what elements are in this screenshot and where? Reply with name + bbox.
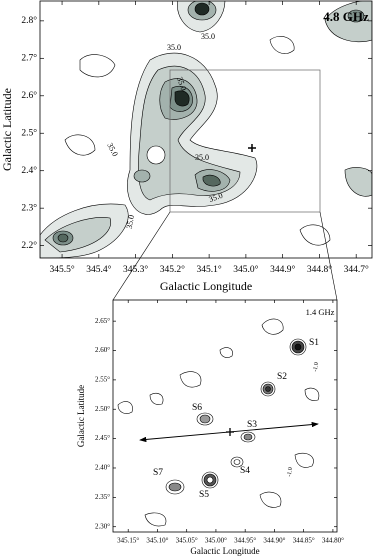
x-tick-label: 345.5° [49, 264, 74, 275]
y-tick-label: 2.3° [21, 202, 37, 213]
y-tick-label: 2.40° [95, 464, 110, 472]
y-tick-label: 2.8° [21, 15, 37, 26]
x-tick-label: 345.00° [205, 537, 227, 545]
y-tick-label: 2.55° [95, 375, 110, 383]
x-tick-label: 345.4° [86, 264, 111, 275]
y-tick-label: 2.5° [21, 127, 37, 138]
zoom-line [112, 211, 171, 301]
annotation: 1.4 GHz [306, 307, 335, 317]
annotation: 35.0 [195, 153, 209, 162]
annotation: 4.8 GHz [323, 9, 369, 24]
x-tick-label: 345.15° [117, 537, 139, 545]
y-tick-label: 2.6° [21, 90, 37, 101]
contours-top [40, 1, 372, 258]
contours-bottom [117, 318, 320, 527]
annotation: S7 [153, 468, 163, 478]
annotation: S5 [199, 490, 209, 500]
y-axis-title: Galactic Latitude [76, 385, 86, 447]
y-tick-label: 2.30° [95, 522, 110, 530]
annotation: S1 [309, 338, 319, 348]
y-tick-label: 2.4° [21, 165, 37, 176]
zoom-box [169, 69, 321, 213]
annotation: 35.0 [105, 141, 120, 158]
annotation: S3 [247, 420, 257, 430]
annotation: S6 [192, 403, 202, 413]
x-tick-label: 344.8° [307, 264, 332, 275]
x-axis-title: Galactic Longitude [190, 546, 259, 556]
annotation: -1.0 [313, 362, 321, 372]
x-tick-label: 345.10° [146, 537, 168, 545]
x-tick-label: 344.9° [270, 264, 295, 275]
annotation: S2 [277, 372, 287, 382]
y-tick-label: 2.35° [95, 493, 110, 501]
annotation: -1.0 [287, 467, 295, 477]
annotation: S4 [240, 466, 250, 476]
x-tick-label: 344.90° [263, 537, 285, 545]
y-tick-label: 2.60° [95, 346, 110, 354]
center-cross [248, 144, 256, 152]
x-axis-title: Galactic Longitude [160, 279, 252, 293]
y-axis-title: Galactic Latitude [0, 88, 14, 171]
x-tick-label: 344.85° [293, 537, 315, 545]
y-tick-label: 2.7° [21, 53, 37, 64]
x-tick-label: 345.1° [197, 264, 222, 275]
center-cross [226, 428, 234, 436]
x-tick-label: 345.3° [123, 264, 148, 275]
annotation: 35.0 [167, 43, 181, 52]
x-tick-label: 345.0° [233, 264, 258, 275]
y-tick-label: 2.2° [21, 240, 37, 251]
x-tick-label: 344.7° [344, 264, 369, 275]
annotation: 35.0 [208, 191, 224, 204]
x-tick-label: 344.80° [322, 537, 344, 545]
x-tick-label: 344.95° [234, 537, 256, 545]
x-tick-label: 345.2° [160, 264, 185, 275]
frame-bottom [112, 299, 338, 533]
annotation: 35.0 [201, 32, 215, 41]
y-tick-label: 2.45° [95, 434, 110, 442]
zoom-line [319, 211, 338, 301]
annotation: 35.0 [175, 76, 188, 92]
x-tick-label: 345.05° [176, 537, 198, 545]
y-tick-label: 2.50° [95, 405, 110, 413]
frame-top [39, 0, 373, 259]
y-tick-label: 2.65° [95, 317, 110, 325]
annotation: 35.0 [125, 214, 136, 229]
